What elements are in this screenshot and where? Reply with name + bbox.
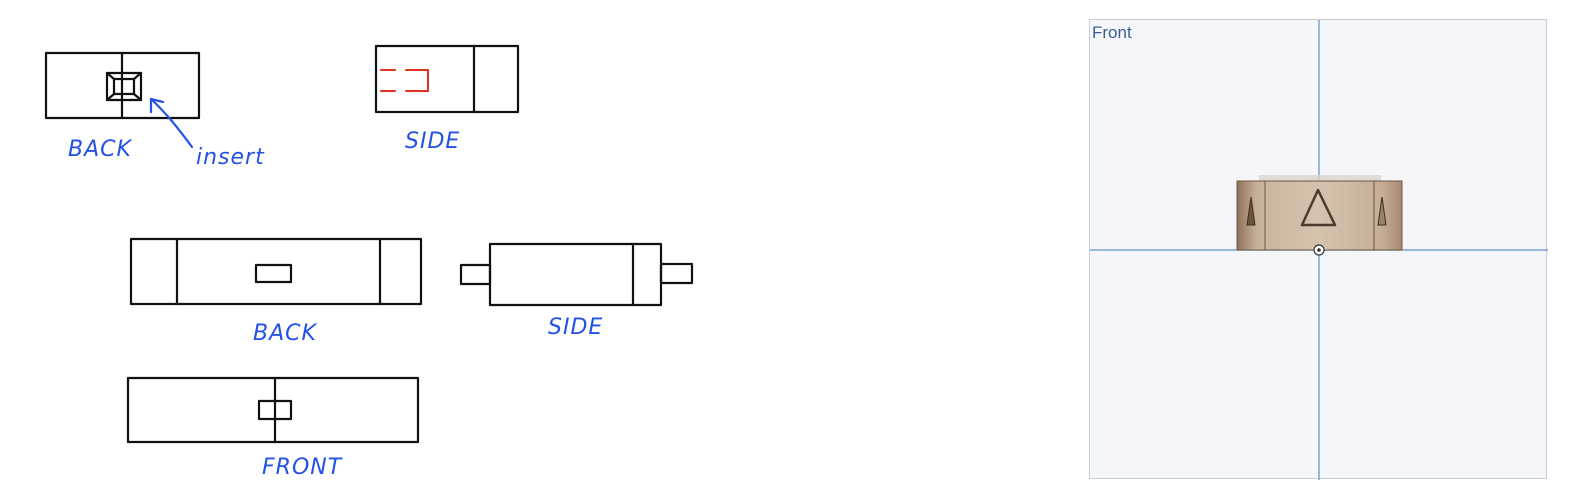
back-view-middle (129, 237, 423, 306)
origin-marker-icon[interactable] (1313, 244, 1325, 256)
front-view-bottom (126, 376, 420, 444)
label-insert: insert (196, 145, 265, 170)
view-label: Front (1092, 23, 1132, 42)
hand-sketch: BACK insert SIDE BACK SIDE FRONT (44, 44, 694, 480)
label-front-bottom: FRONT (262, 455, 343, 480)
viewport-canvas (1090, 20, 1548, 480)
side-view-middle (459, 242, 694, 307)
insert-arrow (149, 97, 194, 149)
triangle-right-icon (1377, 196, 1387, 226)
part-front-view[interactable] (1236, 175, 1403, 251)
cad-viewport-front[interactable]: Front (1089, 19, 1548, 480)
label-side-top: SIDE (405, 129, 460, 154)
triangle-left-icon (1246, 196, 1256, 226)
back-view-top (44, 51, 201, 120)
label-back-top: BACK (68, 137, 133, 162)
label-side-mid: SIDE (548, 315, 603, 340)
triangle-center-icon (1300, 188, 1337, 227)
side-view-top (374, 44, 520, 114)
label-back-mid: BACK (253, 321, 318, 346)
